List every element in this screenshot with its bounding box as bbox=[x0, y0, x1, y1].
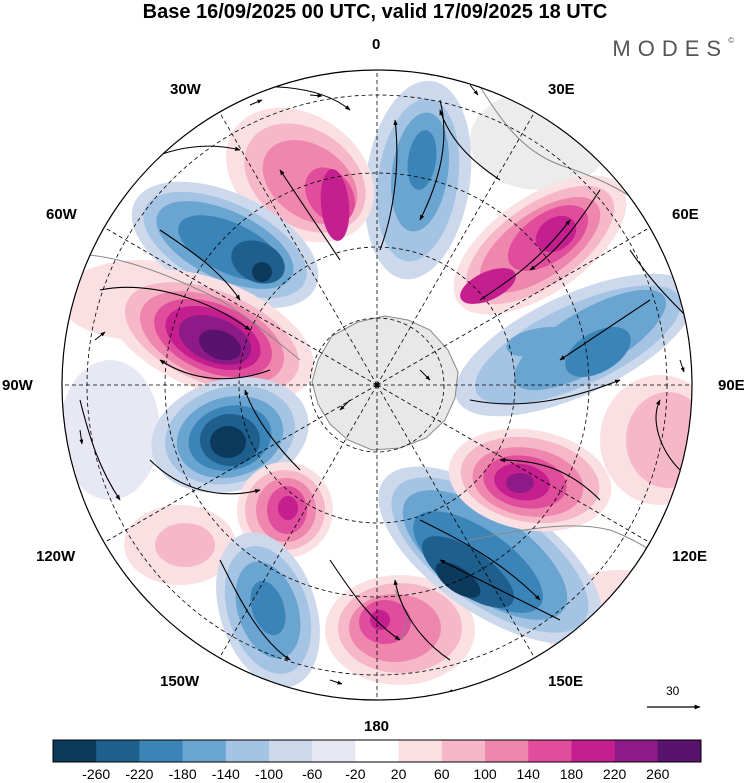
anomaly-field bbox=[62, 70, 692, 700]
colorbar-tick-label: -180 bbox=[168, 766, 197, 782]
lon-label-120w: 120W bbox=[36, 548, 76, 565]
colorbar-swatch bbox=[398, 740, 443, 762]
colorbar-swatch bbox=[614, 740, 659, 762]
brand-mark: © bbox=[728, 36, 734, 45]
meridian-lines bbox=[62, 70, 692, 700]
lon-label-150e: 150E bbox=[548, 673, 584, 690]
lon-label-60w: 60W bbox=[46, 206, 77, 223]
lon-label-60e: 60E bbox=[672, 206, 699, 223]
lon-label-180: 180 bbox=[364, 718, 390, 735]
colorbar-swatch bbox=[269, 740, 313, 762]
positive-cell-170w bbox=[325, 575, 475, 685]
positive-cell-115w bbox=[237, 462, 333, 558]
colorbar-tick-label: -140 bbox=[211, 766, 240, 782]
colorbar-tick-label: -100 bbox=[254, 766, 284, 782]
land-tint-ne bbox=[470, 90, 610, 190]
map-title: Base 16/09/2025 00 UTC, valid 17/09/2025… bbox=[142, 1, 608, 23]
wind-streamlines bbox=[79, 86, 691, 661]
colorbar-swatch bbox=[441, 740, 486, 762]
lon-label-30e: 30E bbox=[548, 81, 575, 98]
anomaly-tint-sw bbox=[62, 360, 160, 500]
south-america-coast bbox=[62, 253, 301, 361]
colorbar-swatch bbox=[528, 740, 572, 762]
colorbar bbox=[52, 739, 702, 763]
modes-logo: MODES© bbox=[612, 36, 734, 62]
negative-cell-100w bbox=[151, 377, 309, 493]
lon-label-90w: 90W bbox=[2, 377, 33, 394]
lon-label-120e: 120E bbox=[672, 548, 708, 565]
colorbar-swatch bbox=[225, 740, 270, 762]
colorbar-tick-label: -260 bbox=[82, 766, 111, 782]
positive-cell-30w bbox=[225, 107, 375, 243]
colorbar-tick-label: 60 bbox=[434, 766, 450, 782]
antarctica-landmass bbox=[311, 315, 459, 451]
colorbar-tick-label: 20 bbox=[390, 766, 407, 782]
colorbar-swatch bbox=[139, 740, 183, 762]
colorbar-swatch bbox=[53, 740, 97, 762]
positive-cell-75w bbox=[105, 269, 315, 401]
colorbar-swatch bbox=[182, 740, 227, 762]
negative-cell-0 bbox=[364, 80, 472, 280]
colorbar-tick-label: -220 bbox=[125, 766, 154, 782]
colorbar-tick-label: 100 bbox=[473, 766, 497, 782]
brand-text: MODES bbox=[612, 36, 729, 61]
lon-label-30w: 30W bbox=[170, 81, 201, 98]
vector-scale-label: 30 bbox=[666, 684, 680, 698]
lon-label-0: 0 bbox=[372, 36, 381, 53]
colorbar-tick-label: 140 bbox=[516, 766, 540, 782]
map-border bbox=[61, 69, 693, 701]
positive-cell-120w-inner bbox=[155, 523, 215, 567]
lon-label-90e: 90E bbox=[718, 377, 745, 394]
colorbar-tick-label: -20 bbox=[345, 766, 366, 782]
colorbar-swatch bbox=[485, 740, 529, 762]
colorbar-swatch bbox=[571, 740, 615, 762]
south-pole-marker bbox=[374, 382, 380, 388]
colorbar-swatch bbox=[355, 740, 399, 762]
lon-label-150w: 150W bbox=[160, 673, 200, 690]
colorbar-frame bbox=[52, 739, 702, 763]
colorbar-tick-label: 180 bbox=[559, 766, 584, 782]
colorbar-tick-label: 220 bbox=[602, 766, 627, 782]
colorbar-tick-label: -60 bbox=[302, 766, 323, 782]
colorbar-swatch bbox=[96, 740, 140, 762]
colorbar-swatch bbox=[657, 740, 702, 762]
colorbar-swatch bbox=[312, 740, 356, 762]
colorbar-tick-label: 260 bbox=[646, 766, 670, 782]
